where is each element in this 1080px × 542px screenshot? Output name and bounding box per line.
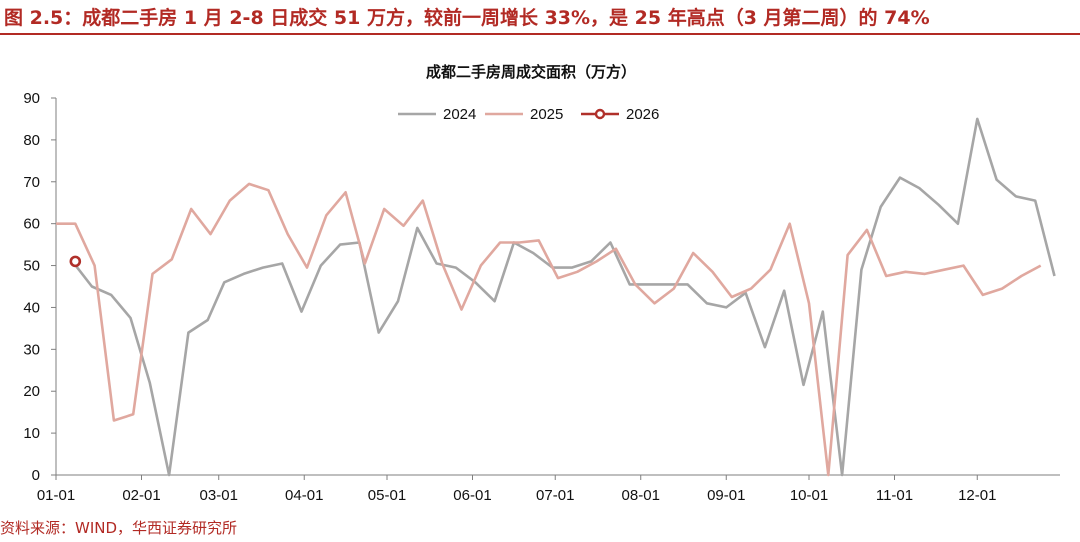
y-tick-label: 40	[23, 299, 40, 316]
figure-title: 图 2.5：成都二手房 1 月 2-8 日成交 51 万方，较前一周增长 33%…	[4, 7, 930, 29]
axes: 0 10 20 30 40 50 60 70 80 90 01-01 02-01 03-01 04-01 0…	[23, 90, 1060, 504]
plot-area	[56, 117, 1056, 477]
y-tick-label: 70	[23, 174, 40, 191]
legend-marker-2026	[594, 108, 606, 120]
x-tick-label: 06-01	[453, 487, 491, 504]
x-tick-label: 03-01	[200, 487, 238, 504]
legend-label-2024: 2024	[443, 106, 476, 123]
y-tick-label: 50	[23, 258, 40, 275]
x-tick-label: 04-01	[285, 487, 323, 504]
x-tick-label: 10-01	[790, 487, 828, 504]
series-line-2025	[56, 182, 1042, 477]
x-tick-label: 01-01	[37, 487, 75, 504]
y-tick-label: 20	[23, 383, 40, 400]
legend-label-2026: 2026	[626, 106, 659, 123]
series-line-2024	[71, 117, 1056, 477]
y-tick-label: 10	[23, 425, 40, 442]
chart-title: 成都二手房周成交面积（万方）	[426, 63, 636, 81]
x-tick-label: 07-01	[536, 487, 574, 504]
legend-label-2025: 2025	[530, 106, 563, 123]
x-tick-label: 11-01	[876, 487, 913, 504]
y-tick-label: 90	[23, 90, 40, 107]
y-tick-label: 30	[23, 341, 40, 358]
legend: 2024 2025 2026	[398, 106, 659, 123]
y-tick-label: 60	[23, 216, 40, 233]
y-tick-label: 0	[32, 467, 40, 484]
source-note: 资料来源：WIND，华西证券研究所	[0, 519, 238, 537]
x-tick-label: 12-01	[958, 487, 996, 504]
x-tick-label: 08-01	[622, 487, 660, 504]
x-tick-label: 02-01	[122, 487, 160, 504]
x-tick-label: 09-01	[707, 487, 745, 504]
x-tick-label: 05-01	[368, 487, 406, 504]
y-tick-label: 80	[23, 132, 40, 149]
title-rule	[0, 33, 1080, 35]
series-point-2026	[69, 255, 82, 268]
